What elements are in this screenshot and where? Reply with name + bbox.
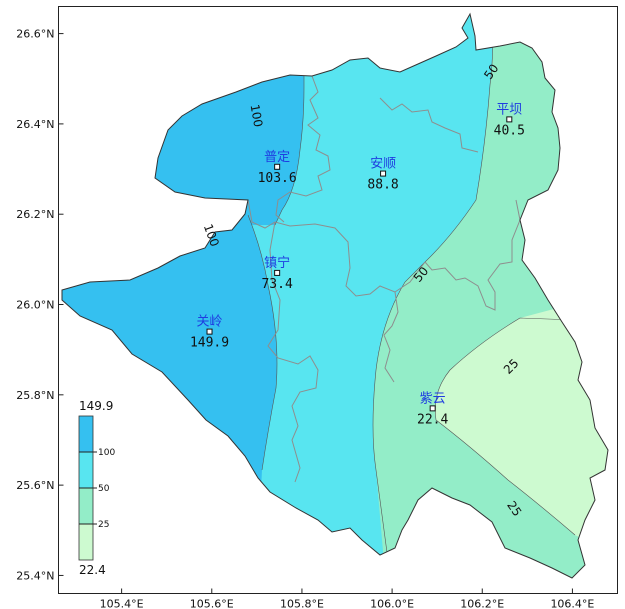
- stations: 普定 103.6 安顺 88.8 平坝 40.5 镇宁 73.4 关岭 149.9 紫云 22.4: [190, 102, 525, 427]
- station-square: [429, 405, 436, 412]
- lat-tick-label: 26.4°N: [16, 118, 54, 131]
- legend-label-50: 50: [98, 484, 110, 494]
- station-value: 103.6: [258, 171, 297, 186]
- lat-tick-label: 26.0°N: [16, 299, 54, 312]
- station-name: 镇宁: [264, 255, 290, 271]
- region-outline: [61, 12, 609, 579]
- station-name: 紫云: [420, 391, 446, 406]
- legend-swatch-50-to-100: [79, 452, 93, 488]
- legend-swatch-below-25: [79, 524, 93, 560]
- station-square: [274, 269, 281, 276]
- station-marker[interactable]: 紫云 22.4: [417, 391, 448, 427]
- station-name: 安顺: [370, 157, 396, 172]
- lon-tick-label: 106.4°E: [550, 598, 594, 609]
- station-marker[interactable]: 安顺 88.8: [367, 157, 398, 193]
- station-value: 22.4: [417, 412, 448, 427]
- station-square: [274, 163, 281, 170]
- station-value: 88.8: [367, 178, 398, 193]
- legend-swatch-above-100: [79, 416, 93, 452]
- band-below-25: [435, 290, 608, 560]
- legend-label-100: 100: [98, 448, 115, 458]
- station-value: 40.5: [494, 123, 525, 138]
- station-name: 平坝: [496, 102, 522, 117]
- legend-min-label: 22.4: [79, 563, 106, 577]
- contour-lines: [247, 19, 576, 561]
- band-above-100-west: [62, 215, 277, 578]
- lon-tick-label: 105.6°E: [190, 598, 234, 609]
- station-name: 关岭: [197, 315, 223, 330]
- map-frame: [58, 6, 618, 594]
- lon-tick-label: 106.2°E: [460, 598, 504, 609]
- lat-tick-label: 25.4°N: [16, 569, 54, 582]
- station-square: [380, 170, 387, 177]
- lat-tick-label: 26.6°N: [16, 28, 54, 41]
- lat-tick-label: 25.8°N: [16, 389, 54, 402]
- lat-tick-label: 26.2°N: [16, 208, 54, 221]
- contour-label: 100: [201, 222, 222, 248]
- legend-label-25: 25: [98, 520, 109, 530]
- station-value: 73.4: [261, 277, 292, 292]
- legend-max-label: 149.9: [79, 399, 113, 413]
- station-marker[interactable]: 平坝 40.5: [494, 102, 525, 138]
- station-square: [506, 116, 513, 123]
- station-square: [206, 328, 213, 335]
- lon-tick-label: 105.8°E: [280, 598, 324, 609]
- station-marker[interactable]: 普定 103.6: [258, 150, 297, 186]
- contour-label: 100: [248, 103, 266, 128]
- lon-tick-label: 106.0°E: [370, 598, 414, 609]
- county-borders: [247, 75, 521, 483]
- station-value: 149.9: [190, 336, 229, 351]
- color-legend: 149.9 100 50 25 22.4: [78, 399, 115, 577]
- station-marker[interactable]: 关岭 149.9: [190, 315, 229, 351]
- lon-tick-label: 105.4°E: [100, 598, 144, 609]
- map-axes: 26.6°N 26.4°N 26.2°N 26.0°N 25.8°N 25.6°N 25.4…: [16, 28, 594, 609]
- station-name: 普定: [264, 150, 290, 165]
- station-marker[interactable]: 镇宁 73.4: [261, 255, 292, 292]
- legend-swatch-25-to-50: [79, 488, 93, 524]
- lat-tick-label: 25.6°N: [16, 479, 54, 492]
